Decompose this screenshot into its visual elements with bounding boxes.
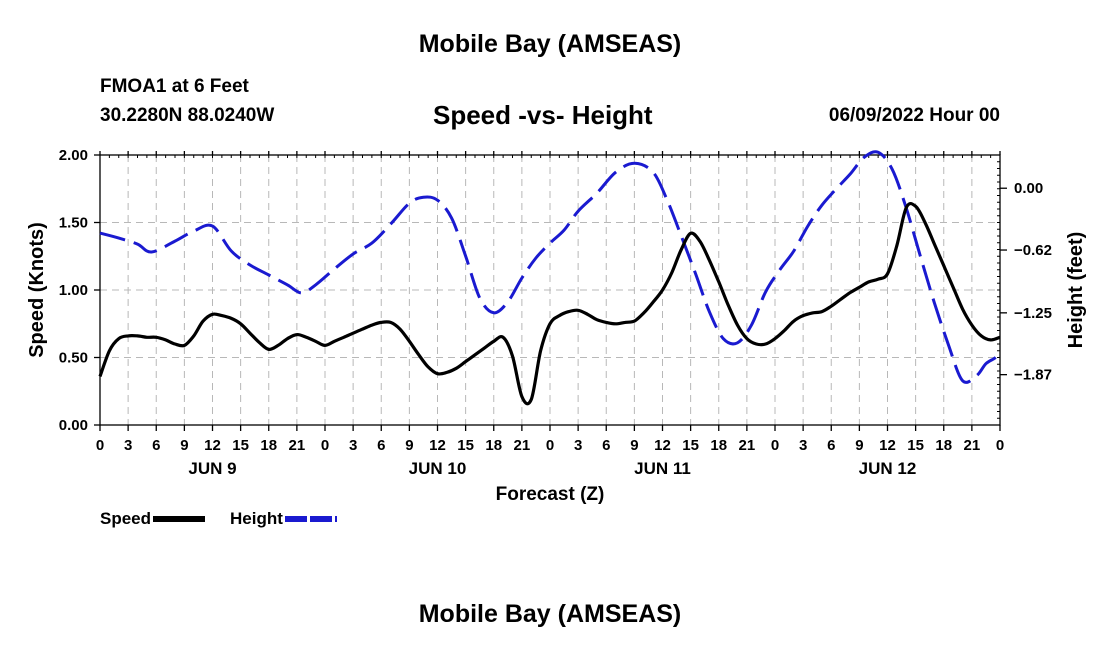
x-tick-label: 0 <box>996 437 1004 454</box>
y-right-tick-label: −1.87 <box>1014 367 1052 384</box>
x-tick-label: 0 <box>771 437 779 454</box>
legend-height-label: Height <box>230 509 283 528</box>
station-name: FMOA1 at 6 Feet <box>100 76 249 97</box>
x-tick-label: 6 <box>602 437 610 454</box>
gridlines <box>100 155 1000 425</box>
day-label: JUN 9 <box>188 459 236 478</box>
x-tick-label: 15 <box>232 437 249 454</box>
legend-item-speed: Speed <box>100 509 206 529</box>
y-right-tick-label: −0.62 <box>1014 242 1052 259</box>
day-label: JUN 10 <box>409 459 467 478</box>
x-tick-label: 21 <box>514 437 531 454</box>
x-tick-label: 3 <box>349 437 357 454</box>
bottom-title: Mobile Bay (AMSEAS) <box>418 600 682 628</box>
y-axis-label: Speed (Knots) <box>26 222 48 358</box>
y-tick-label: 1.50 <box>59 215 88 232</box>
y-tick-label: 1.00 <box>59 282 88 299</box>
x-tick-label: 0 <box>96 437 104 454</box>
station-coordinates: 30.2280N 88.0240W <box>100 105 275 126</box>
x-tick-label: 9 <box>630 437 638 454</box>
x-tick-label: 6 <box>152 437 160 454</box>
x-tick-label: 3 <box>574 437 582 454</box>
forecast-run-time: 06/09/2022 Hour 00 <box>828 105 1000 126</box>
x-tick-label: 9 <box>180 437 188 454</box>
x-tick-label: 21 <box>964 437 981 454</box>
x-tick-label: 12 <box>204 437 221 454</box>
y-right-tick-label: −1.25 <box>1014 305 1052 322</box>
y-right-axis-label: Height (feet) <box>1065 232 1087 349</box>
day-label: JUN 11 <box>634 459 691 478</box>
x-tick-label: 18 <box>935 437 952 454</box>
x-tick-label: 9 <box>855 437 863 454</box>
x-tick-label: 12 <box>879 437 896 454</box>
x-tick-label: 6 <box>827 437 835 454</box>
page-title: Mobile Bay (AMSEAS) <box>418 30 682 58</box>
x-tick-label: 21 <box>739 437 756 454</box>
x-tick-label: 0 <box>321 437 329 454</box>
x-tick-label: 12 <box>654 437 671 454</box>
x-tick-label: 21 <box>289 437 306 454</box>
legend-speed-swatch <box>153 516 206 522</box>
y-tick-label: 2.00 <box>59 147 88 164</box>
height-series-line <box>99 150 1002 384</box>
chart-title: Speed -vs- Height <box>433 100 653 130</box>
speed-series-line <box>98 201 1001 406</box>
x-tick-label: 6 <box>377 437 385 454</box>
x-tick-label: 0 <box>546 437 554 454</box>
x-tick-label: 15 <box>457 437 474 454</box>
x-tick-label: 15 <box>682 437 699 454</box>
x-tick-label: 18 <box>710 437 727 454</box>
legend-speed-label: Speed <box>100 509 152 528</box>
legend-height-swatch <box>284 516 337 522</box>
x-tick-label: 9 <box>405 437 413 454</box>
x-tick-label: 3 <box>799 437 807 454</box>
y-tick-label: 0.00 <box>59 417 88 434</box>
x-tick-label: 18 <box>260 437 277 454</box>
x-tick-label: 12 <box>429 437 446 454</box>
day-label: JUN 12 <box>859 459 917 478</box>
x-tick-label: 3 <box>124 437 132 454</box>
x-axis-label: Forecast (Z) <box>496 484 605 505</box>
legend-item-height: Height <box>230 509 337 529</box>
x-tick-label: 18 <box>485 437 502 454</box>
x-tick-label: 15 <box>907 437 924 454</box>
y-tick-label: 0.50 <box>59 350 88 367</box>
y-right-tick-label: 0.00 <box>1014 180 1043 197</box>
